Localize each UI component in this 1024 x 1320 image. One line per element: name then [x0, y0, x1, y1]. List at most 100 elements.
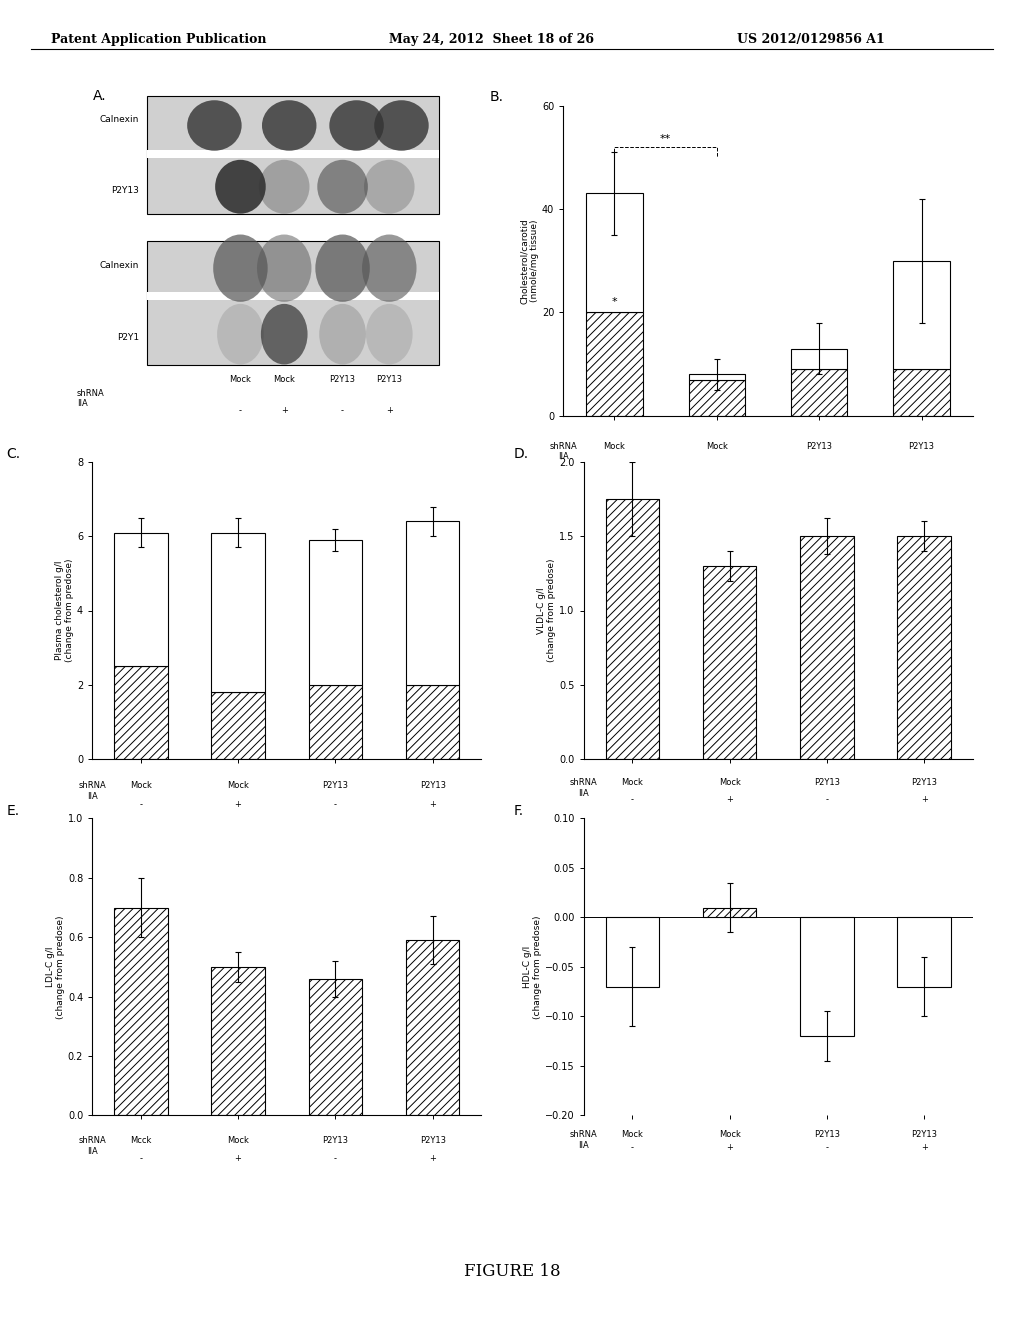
Bar [587, 313, 643, 416]
Bar [308, 685, 362, 759]
Bar [897, 536, 951, 759]
Text: F.: F. [514, 804, 523, 817]
Bar [689, 375, 745, 380]
Bar [406, 940, 460, 1115]
Text: Mock: Mock [273, 375, 295, 384]
Text: -: - [825, 1143, 828, 1152]
Text: P2Y13: P2Y13 [376, 375, 402, 384]
Text: E.: E. [6, 804, 19, 817]
FancyBboxPatch shape [147, 96, 439, 214]
Text: -: - [631, 795, 634, 804]
Y-axis label: VLDL-C g/l
(change from predose): VLDL-C g/l (change from predose) [538, 558, 556, 663]
Text: Mock: Mock [719, 1130, 740, 1139]
Y-axis label: Plasma cholesterol g/l
(change from predose): Plasma cholesterol g/l (change from pred… [54, 558, 74, 663]
Bar [211, 966, 265, 1115]
Text: P2Y13: P2Y13 [814, 1130, 840, 1139]
Text: P2Y13: P2Y13 [330, 375, 355, 384]
Bar [702, 908, 757, 917]
Text: shRNA
IIA: shRNA IIA [569, 779, 598, 797]
Text: -: - [631, 1143, 634, 1152]
Text: P2Y13: P2Y13 [112, 186, 139, 195]
Text: *: * [611, 297, 617, 308]
Text: B.: B. [489, 90, 504, 104]
Text: Mcck: Mcck [130, 1137, 152, 1146]
Ellipse shape [187, 100, 242, 150]
Y-axis label: Cholesterol/carotid
(nmole/mg tissue): Cholesterol/carotid (nmole/mg tissue) [519, 218, 539, 304]
Ellipse shape [217, 304, 264, 364]
Text: Mock: Mock [603, 442, 626, 450]
Text: D.: D. [514, 447, 528, 461]
Ellipse shape [362, 235, 417, 302]
Text: +: + [726, 795, 733, 804]
Bar [800, 917, 854, 1036]
Text: -: - [139, 1154, 142, 1163]
Ellipse shape [317, 160, 368, 214]
Bar [893, 261, 950, 370]
Text: P2Y13: P2Y13 [323, 1137, 348, 1146]
Text: Mock: Mock [719, 779, 740, 787]
Ellipse shape [215, 160, 265, 214]
Text: C.: C. [6, 447, 20, 461]
Text: shRNA
IIA: shRNA IIA [78, 1137, 106, 1155]
Text: +: + [429, 1154, 436, 1163]
Text: -: - [334, 1154, 337, 1163]
Text: Mock: Mock [622, 779, 643, 787]
Bar [897, 917, 951, 987]
Bar [114, 532, 168, 667]
Text: +: + [234, 800, 242, 809]
Text: Mock: Mock [227, 1137, 249, 1146]
Ellipse shape [366, 304, 413, 364]
Bar [308, 540, 362, 685]
Text: +: + [726, 1143, 733, 1152]
Bar [605, 917, 659, 987]
Ellipse shape [213, 235, 267, 302]
Ellipse shape [319, 304, 366, 364]
Text: Mock: Mock [227, 781, 249, 791]
Text: shRNA
IIA: shRNA IIA [549, 442, 578, 461]
Text: Calnexin: Calnexin [100, 115, 139, 124]
Bar [587, 194, 643, 313]
FancyBboxPatch shape [147, 240, 439, 366]
Text: P2Y13: P2Y13 [323, 781, 348, 791]
Text: May 24, 2012  Sheet 18 of 26: May 24, 2012 Sheet 18 of 26 [389, 33, 594, 46]
Text: shRNA
IIA: shRNA IIA [569, 1130, 598, 1150]
Ellipse shape [262, 100, 316, 150]
Text: -: - [139, 800, 142, 809]
Text: P2Y13: P2Y13 [908, 442, 935, 450]
Text: Patent Application Publication: Patent Application Publication [51, 33, 266, 46]
Ellipse shape [374, 100, 429, 150]
Text: +: + [429, 800, 436, 809]
Bar [800, 536, 854, 759]
Text: -: - [334, 800, 337, 809]
Ellipse shape [261, 304, 307, 364]
Text: **: ** [660, 135, 671, 144]
Text: +: + [281, 405, 288, 414]
Text: Mock: Mock [622, 1130, 643, 1139]
Ellipse shape [315, 235, 370, 302]
Text: US 2012/0129856 A1: US 2012/0129856 A1 [737, 33, 885, 46]
Text: A.: A. [92, 90, 106, 103]
Text: shRNA
IIA: shRNA IIA [78, 781, 106, 801]
Bar [792, 348, 848, 370]
Text: P2Y13: P2Y13 [911, 779, 937, 787]
Bar [689, 380, 745, 416]
Text: Calnexin: Calnexin [100, 261, 139, 271]
Bar [147, 292, 439, 300]
Text: -: - [825, 795, 828, 804]
Ellipse shape [257, 235, 311, 302]
Text: -: - [341, 405, 344, 414]
Text: Mock: Mock [229, 375, 251, 384]
Text: P2Y13: P2Y13 [911, 1130, 937, 1139]
Ellipse shape [364, 160, 415, 214]
Text: -: - [818, 467, 820, 477]
Text: P2Y13: P2Y13 [420, 1137, 445, 1146]
Text: Mock: Mock [130, 781, 152, 791]
Text: +: + [714, 467, 720, 477]
Text: +: + [234, 1154, 242, 1163]
Text: +: + [921, 1143, 928, 1152]
Y-axis label: LDL-C g/l
(change from predose): LDL-C g/l (change from predose) [46, 915, 65, 1019]
Text: FIGURE 18: FIGURE 18 [464, 1263, 560, 1280]
Text: +: + [386, 405, 393, 414]
Bar [406, 685, 460, 759]
Text: Mock: Mock [706, 442, 728, 450]
